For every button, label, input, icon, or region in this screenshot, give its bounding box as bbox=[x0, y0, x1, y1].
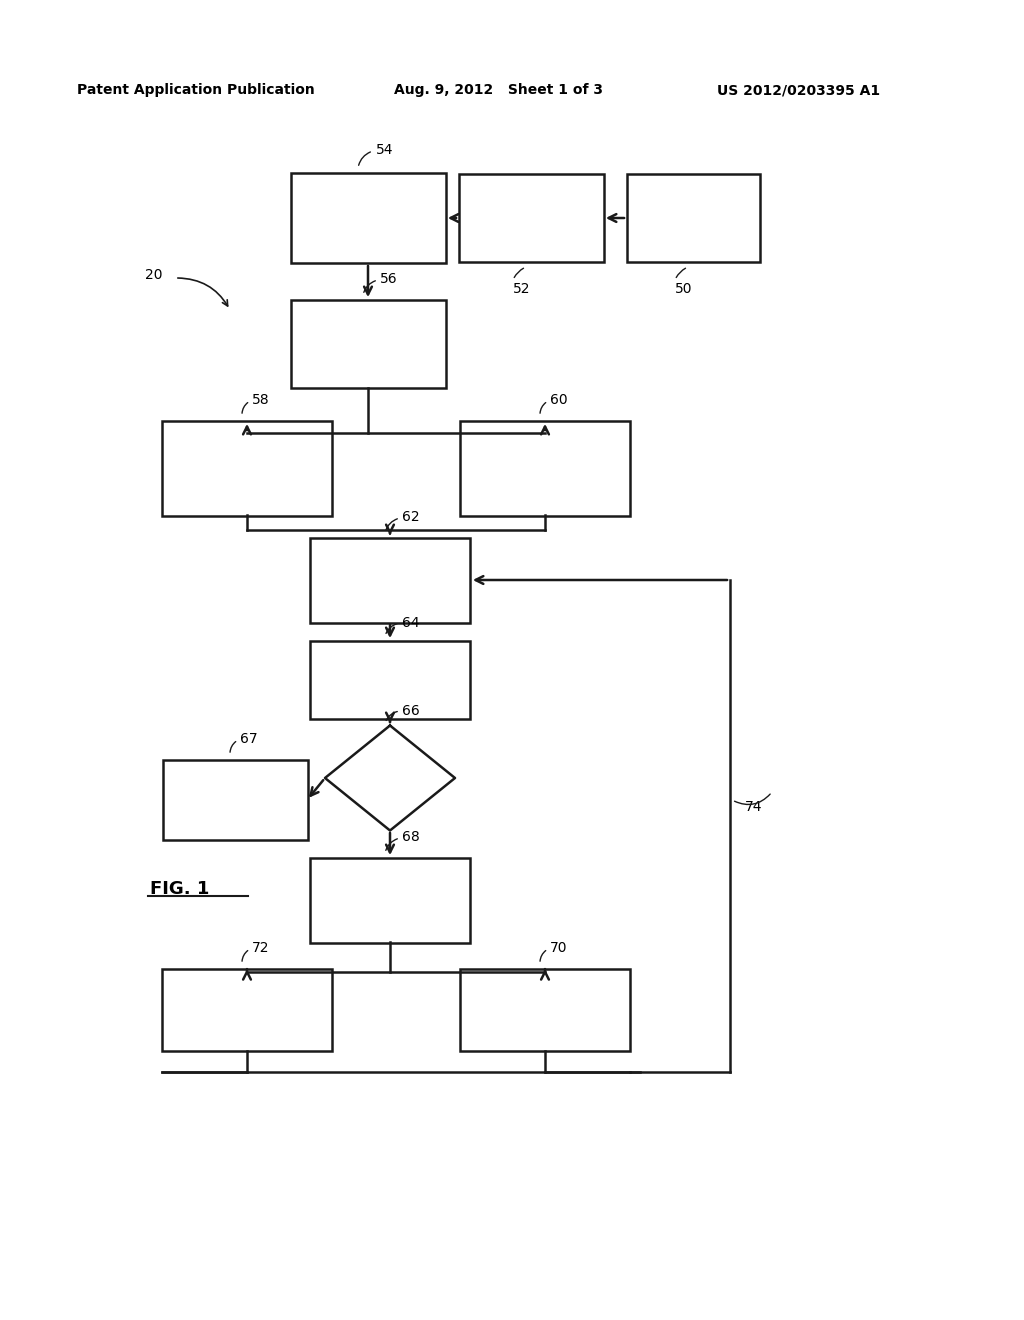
Text: 70: 70 bbox=[550, 941, 567, 954]
Text: Patent Application Publication: Patent Application Publication bbox=[77, 83, 314, 98]
Bar bbox=[627, 174, 760, 261]
Text: 20: 20 bbox=[145, 268, 163, 282]
Bar bbox=[310, 537, 470, 623]
Text: US 2012/0203395 A1: US 2012/0203395 A1 bbox=[717, 83, 880, 98]
Text: 56: 56 bbox=[380, 272, 397, 286]
Bar bbox=[460, 969, 630, 1051]
Text: 52: 52 bbox=[513, 282, 530, 296]
Text: FIG. 1: FIG. 1 bbox=[150, 880, 209, 898]
Text: 66: 66 bbox=[402, 704, 420, 718]
Bar bbox=[162, 969, 332, 1051]
Text: 67: 67 bbox=[240, 733, 258, 746]
Bar bbox=[163, 760, 307, 840]
Bar bbox=[460, 421, 630, 516]
Text: 58: 58 bbox=[252, 393, 269, 407]
Bar bbox=[310, 642, 470, 719]
Text: 72: 72 bbox=[252, 941, 269, 954]
Text: 60: 60 bbox=[550, 393, 567, 407]
Text: 50: 50 bbox=[675, 282, 692, 296]
Bar bbox=[291, 173, 445, 263]
Bar bbox=[291, 300, 445, 388]
Text: 54: 54 bbox=[376, 143, 393, 157]
Bar bbox=[162, 421, 332, 516]
Text: Aug. 9, 2012   Sheet 1 of 3: Aug. 9, 2012 Sheet 1 of 3 bbox=[394, 83, 603, 98]
Text: 68: 68 bbox=[402, 830, 420, 843]
Bar bbox=[459, 174, 603, 261]
Text: 74: 74 bbox=[745, 800, 763, 814]
Text: 62: 62 bbox=[402, 510, 420, 524]
Bar bbox=[310, 858, 470, 942]
Text: 64: 64 bbox=[402, 616, 420, 630]
